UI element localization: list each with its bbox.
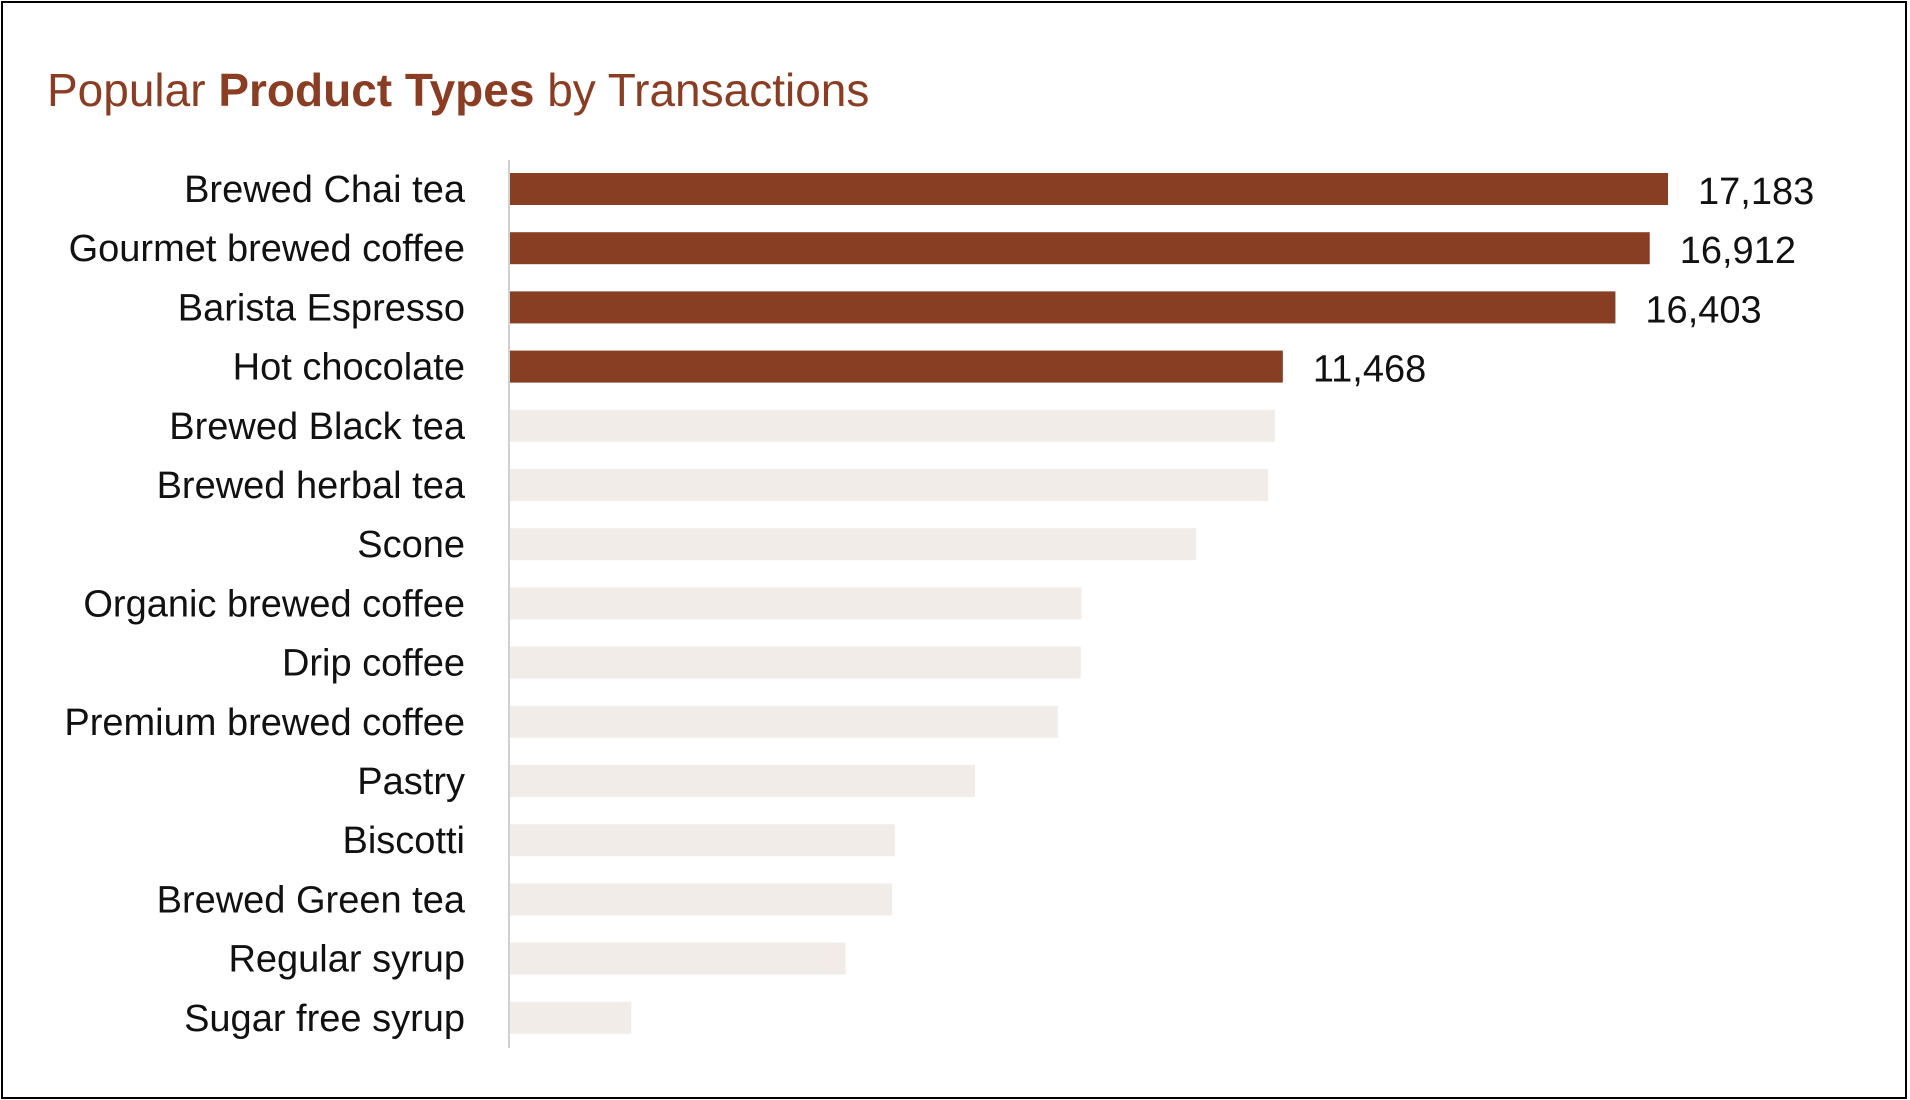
category-label: Scone xyxy=(357,524,465,566)
bar-regular-syrup xyxy=(510,942,846,975)
title-part-1: Popular xyxy=(47,64,219,116)
title-part-2: Product Types xyxy=(218,64,535,116)
bar-pastry xyxy=(510,765,976,797)
category-label: Sugar free syrup xyxy=(184,998,465,1040)
category-label: Pastry xyxy=(357,761,465,803)
category-label: Brewed Black tea xyxy=(169,406,466,448)
category-label: Brewed herbal tea xyxy=(157,465,466,507)
bar-brewed-chai-tea xyxy=(510,173,1668,205)
bar-brewed-herbal-tea xyxy=(510,469,1269,501)
category-label: Brewed Green tea xyxy=(157,879,466,921)
bar-gourmet-brewed-coffee xyxy=(510,232,1650,265)
category-labels-group: Brewed Chai tea Gourmet brewed coffee Bari… xyxy=(64,169,465,1040)
category-label: Gourmet brewed coffee xyxy=(69,228,465,270)
chart-title: Popular Product Types by Transactions xyxy=(47,63,869,117)
data-label: 16,912 xyxy=(1680,230,1796,272)
category-label: Barista Espresso xyxy=(178,287,465,329)
category-label: Drip coffee xyxy=(282,643,465,685)
data-label: 17,183 xyxy=(1698,171,1814,213)
bars-group xyxy=(510,173,1668,1034)
data-label: 11,468 xyxy=(1313,349,1426,391)
bar-sugar-free-syrup xyxy=(510,1001,632,1034)
data-label: 16,403 xyxy=(1645,289,1761,331)
category-label: Organic brewed coffee xyxy=(83,583,465,625)
category-label: Regular syrup xyxy=(228,939,465,981)
bar-brewed-black-tea xyxy=(510,409,1275,442)
bar-brewed-green-tea xyxy=(510,883,893,916)
category-label: Hot chocolate xyxy=(233,347,465,389)
category-label: Premium brewed coffee xyxy=(64,702,465,744)
bar-premium-brewed-coffee xyxy=(510,705,1058,738)
value-labels-group: 17,183 16,912 16,403 11,468 xyxy=(1313,171,1814,391)
bar-biscotti xyxy=(510,824,895,857)
bar-organic-brewed-coffee xyxy=(510,587,1082,620)
bar-hot-chocolate xyxy=(510,350,1283,383)
category-label: Biscotti xyxy=(343,820,465,862)
bar-drip-coffee xyxy=(510,646,1081,679)
title-part-3: by Transactions xyxy=(534,64,870,116)
bar-barista-espresso xyxy=(510,291,1616,324)
bar-scone xyxy=(510,528,1197,561)
category-label: Brewed Chai tea xyxy=(184,169,466,211)
